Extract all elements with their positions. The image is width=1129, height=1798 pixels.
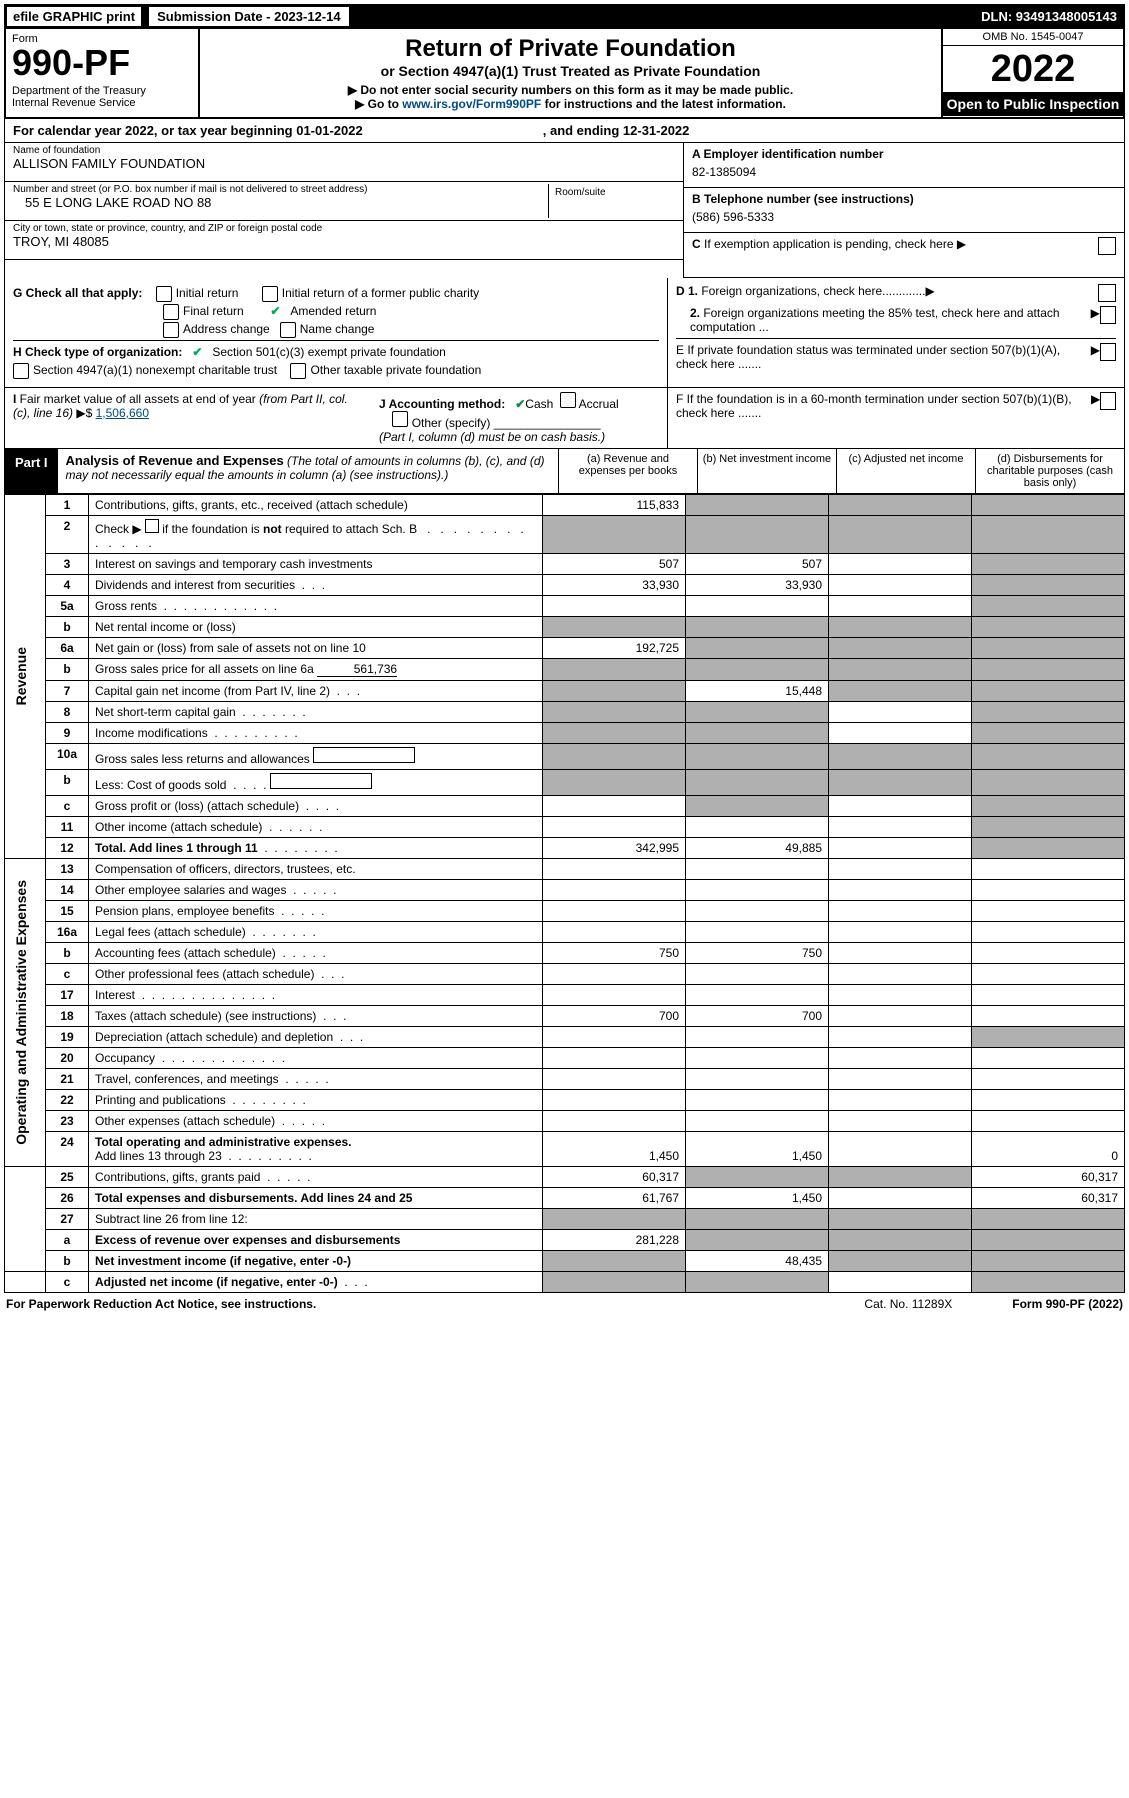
expenses-side-label: Operating and Administrative Expenses	[11, 870, 31, 1155]
501c3-checkbox[interactable]: ✔	[192, 345, 208, 361]
room-label: Room/suite	[555, 187, 606, 198]
form-title: Return of Private Foundation	[208, 35, 933, 63]
h-label: H Check type of organization:	[13, 345, 182, 359]
other-method-checkbox[interactable]	[392, 411, 408, 427]
addr-label: Number and street (or P.O. box number if…	[13, 184, 548, 195]
4947-checkbox[interactable]	[13, 363, 29, 379]
ein-label: A Employer identification number	[692, 147, 884, 161]
name-label: Name of foundation	[13, 145, 675, 156]
e-label: E If private foundation status was termi…	[676, 343, 1091, 371]
dln: DLN: 93491348005143	[975, 7, 1123, 26]
catalog-number: Cat. No. 11289X	[864, 1297, 952, 1311]
c-checkbox[interactable]	[1098, 237, 1116, 255]
lower-check-row: I Fair market value of all assets at end…	[4, 388, 1125, 449]
name-change-checkbox[interactable]	[280, 322, 296, 338]
fmv-value[interactable]: 1,506,660	[96, 406, 149, 420]
footer: For Paperwork Reduction Act Notice, see …	[4, 1293, 1125, 1315]
d1-checkbox[interactable]	[1098, 284, 1116, 302]
amended-return-checkbox[interactable]: ✔	[270, 304, 286, 320]
f-label: F If the foundation is in a 60-month ter…	[676, 392, 1091, 444]
col-d-header: (d) Disbursements for charitable purpose…	[975, 449, 1124, 493]
analysis-table: Revenue 1Contributions, gifts, grants, e…	[4, 494, 1125, 1293]
ein-value: 82-1385094	[692, 165, 1116, 179]
entity-info: Name of foundation ALLISON FAMILY FOUNDA…	[4, 143, 1125, 278]
calendar-year-row: For calendar year 2022, or tax year begi…	[4, 119, 1125, 143]
d2-checkbox[interactable]	[1100, 306, 1116, 324]
col-a-header: (a) Revenue and expenses per books	[558, 449, 697, 493]
tax-year: 2022	[943, 46, 1123, 92]
revenue-side-label: Revenue	[11, 637, 31, 715]
row-1: Contributions, gifts, grants, etc., rece…	[89, 495, 543, 516]
phone-value: (586) 596-5333	[692, 210, 1116, 224]
top-bar: efile GRAPHIC print Submission Date - 20…	[4, 4, 1125, 29]
omb-number: OMB No. 1545-0047	[943, 29, 1123, 46]
col-b-header: (b) Net investment income	[697, 449, 836, 493]
paperwork-notice: For Paperwork Reduction Act Notice, see …	[6, 1297, 316, 1311]
j-label: J Accounting method:	[379, 397, 505, 411]
e-checkbox[interactable]	[1100, 343, 1116, 361]
form-number: 990-PF	[12, 45, 192, 81]
form-header: Form 990-PF Department of the Treasury I…	[4, 29, 1125, 119]
f-checkbox[interactable]	[1100, 392, 1116, 410]
col-c-header: (c) Adjusted net income	[836, 449, 975, 493]
city-state-zip: TROY, MI 48085	[13, 234, 675, 249]
ssn-warning: ▶ Do not enter social security numbers o…	[208, 83, 933, 97]
cash-checkbox[interactable]: ✔	[515, 397, 525, 411]
form-ref: Form 990-PF (2022)	[1012, 1297, 1123, 1311]
part1-header: Part I Analysis of Revenue and Expenses …	[4, 449, 1125, 494]
part1-label: Part I	[5, 449, 58, 493]
accrual-checkbox[interactable]	[560, 392, 576, 408]
c-label: If exemption application is pending, che…	[704, 237, 954, 251]
cal-end: , and ending 12-31-2022	[543, 123, 690, 138]
efile-label[interactable]: efile GRAPHIC print	[6, 6, 142, 27]
city-label: City or town, state or province, country…	[13, 223, 675, 234]
initial-pc-checkbox[interactable]	[262, 286, 278, 302]
other-taxable-checkbox[interactable]	[290, 363, 306, 379]
address-change-checkbox[interactable]	[163, 322, 179, 338]
initial-return-checkbox[interactable]	[156, 286, 172, 302]
irs-link[interactable]: www.irs.gov/Form990PF	[402, 97, 541, 111]
cash-basis-note: (Part I, column (d) must be on cash basi…	[379, 430, 605, 444]
part1-title: Analysis of Revenue and Expenses	[66, 453, 284, 468]
check-section: G Check all that apply: Initial return I…	[4, 278, 1125, 388]
cal-begin: For calendar year 2022, or tax year begi…	[13, 123, 363, 138]
form-subtitle: or Section 4947(a)(1) Trust Treated as P…	[208, 63, 933, 79]
submission-date: Submission Date - 2023-12-14	[148, 6, 350, 27]
foundation-name: ALLISON FAMILY FOUNDATION	[13, 156, 675, 171]
open-inspection: Open to Public Inspection	[943, 92, 1123, 116]
street-address: 55 E LONG LAKE ROAD NO 88	[13, 195, 548, 210]
g-label: G Check all that apply:	[13, 286, 142, 300]
dept-text: Department of the Treasury Internal Reve…	[12, 85, 192, 109]
final-return-checkbox[interactable]	[163, 304, 179, 320]
phone-label: B Telephone number (see instructions)	[692, 192, 914, 206]
